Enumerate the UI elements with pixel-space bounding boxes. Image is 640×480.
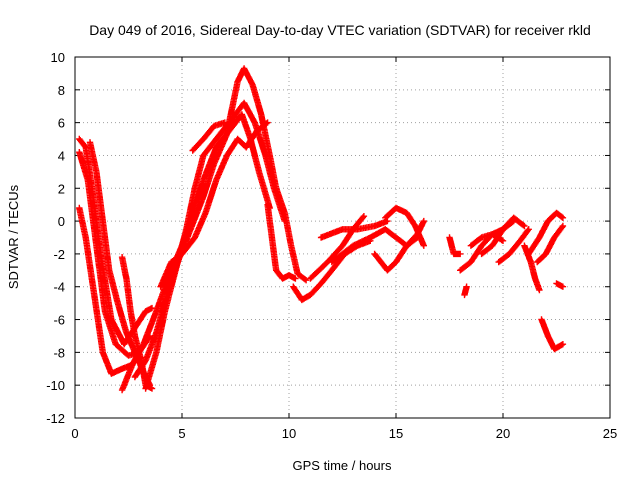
- data-point-markers: [189, 119, 228, 154]
- series-track-26: [534, 222, 567, 266]
- data-point-markers: [118, 111, 273, 394]
- series-track-6: [118, 111, 273, 394]
- series-track-3: [76, 204, 134, 377]
- y-tick-label: -6: [53, 313, 65, 328]
- x-axis-label: GPS time / hours: [293, 458, 392, 473]
- y-tick-label: -2: [53, 247, 65, 262]
- series-track-10: [189, 119, 228, 154]
- axis-ticks: 0 5 10 15 20 25 -12 -10 -8 -6 -4 -2 0 2 4 6 8 10: [46, 50, 617, 441]
- data-point-markers: [553, 280, 567, 290]
- series-track-11: [264, 201, 299, 282]
- x-tick-label: 15: [389, 426, 403, 441]
- series-track-25: [525, 209, 567, 258]
- data-point-markers: [382, 204, 427, 249]
- series-track-14: [317, 217, 391, 241]
- y-tick-label: 6: [58, 116, 65, 131]
- data-point-markers: [142, 65, 310, 392]
- y-axis-label: SDTVAR / TECUs: [6, 184, 21, 289]
- y-tick-label: -4: [53, 280, 65, 295]
- data-point-markers: [538, 316, 567, 353]
- data-point-markers: [317, 217, 391, 241]
- series-track-9: [157, 119, 271, 290]
- y-tick-label: 2: [58, 181, 65, 196]
- series-track-12: [290, 237, 374, 304]
- data-point-markers: [525, 209, 567, 258]
- data-markers: [76, 65, 567, 394]
- y-tick-label: -8: [53, 345, 65, 360]
- series-track-18: [446, 234, 464, 258]
- series-track-22: [478, 214, 528, 258]
- chart-title: Day 049 of 2016, Sidereal Day-to-day VTE…: [89, 22, 591, 38]
- series-track-20: [461, 283, 470, 299]
- plot-frame: [74, 56, 611, 419]
- data-point-markers: [290, 237, 374, 304]
- y-tick-label: -12: [46, 411, 65, 426]
- x-tick-label: 25: [603, 426, 617, 441]
- series-track-28: [553, 280, 567, 290]
- data-point-markers: [76, 204, 134, 377]
- x-tick-label: 5: [178, 426, 185, 441]
- x-tick-label: 10: [282, 426, 296, 441]
- data-point-markers: [264, 201, 299, 282]
- series-track-27: [538, 316, 567, 353]
- y-tick-label: 4: [58, 148, 65, 163]
- data-point-markers: [534, 222, 567, 266]
- x-tick-label: 0: [71, 426, 78, 441]
- series-track-16: [371, 217, 427, 274]
- y-tick-label: 10: [51, 50, 65, 65]
- data-point-markers: [446, 234, 464, 258]
- data-point-markers: [461, 283, 470, 299]
- x-tick-label: 20: [496, 426, 510, 441]
- data-point-markers: [371, 217, 427, 274]
- data-point-markers: [478, 214, 528, 258]
- y-tick-label: 0: [58, 214, 65, 229]
- series-track-8: [142, 65, 310, 392]
- data-point-markers: [495, 226, 532, 266]
- y-tick-label: -10: [46, 378, 65, 393]
- data-point-markers: [157, 119, 271, 290]
- series-track-23: [495, 226, 532, 266]
- y-tick-label: 8: [58, 83, 65, 98]
- series-track-17: [382, 204, 427, 249]
